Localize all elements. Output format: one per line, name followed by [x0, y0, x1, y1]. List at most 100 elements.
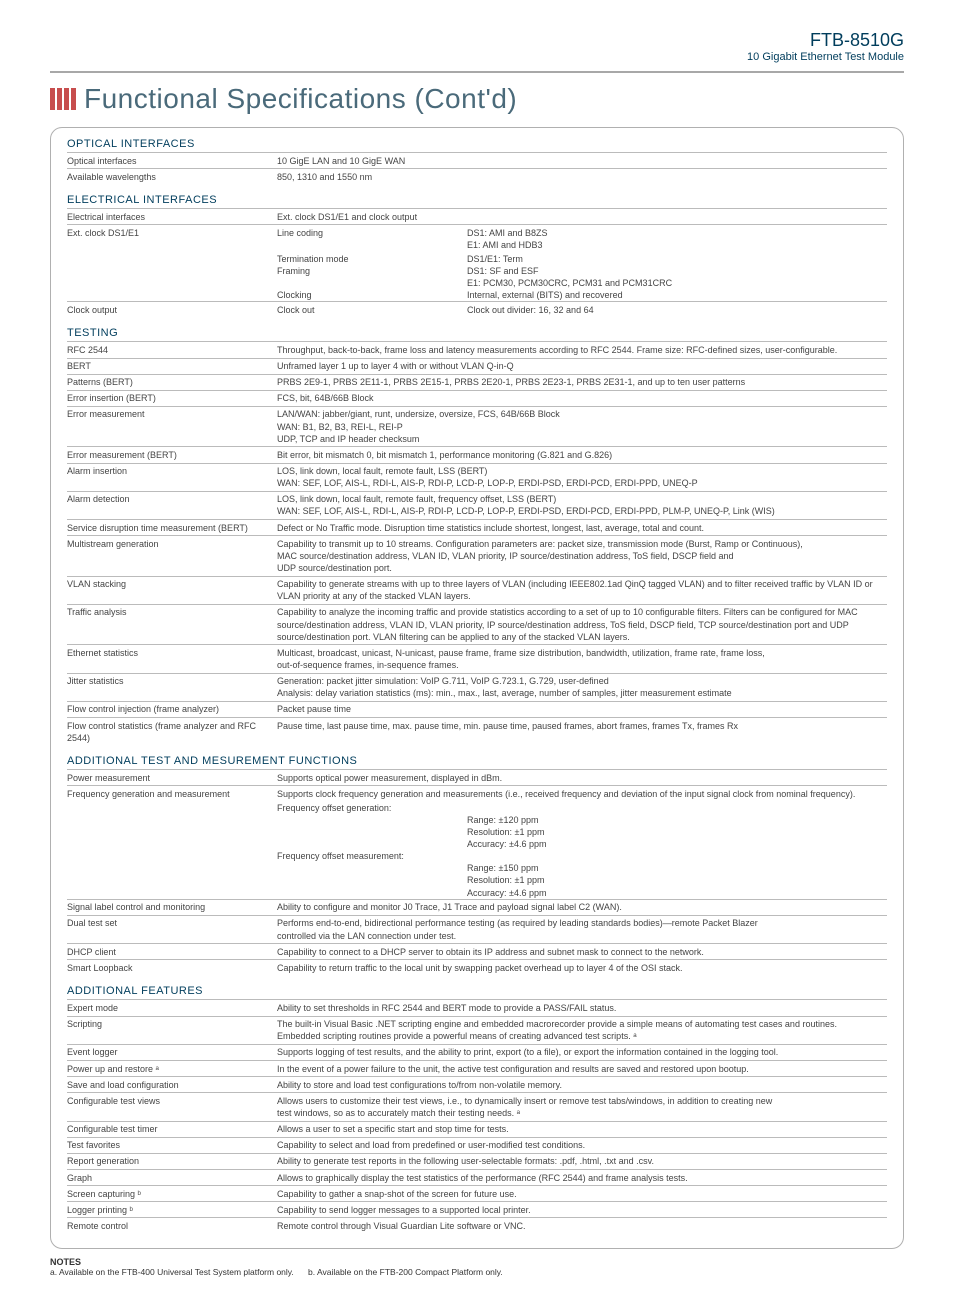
row-value: Internal, external (BITS) and recovered: [467, 289, 887, 301]
product-code: FTB-8510G: [50, 30, 904, 51]
row-value: Allows users to customize their test vie…: [277, 1095, 887, 1119]
row-value: 10 GigE LAN and 10 GigE WAN: [277, 155, 887, 167]
row-label: Remote control: [67, 1220, 277, 1232]
row-value: Defect or No Traffic mode. Disruption ti…: [277, 522, 887, 534]
row-label: [67, 289, 277, 301]
row-value: Capability to gather a snap-shot of the …: [277, 1188, 887, 1200]
row-label: Signal label control and monitoring: [67, 901, 277, 913]
row-label: RFC 2544: [67, 344, 277, 356]
row-sublabel: Line coding: [277, 227, 467, 251]
row-value: Ability to set thresholds in RFC 2544 an…: [277, 1002, 887, 1014]
row-value: In the event of a power failure to the u…: [277, 1063, 887, 1075]
indent-value: Range: ±150 ppm: [67, 862, 887, 874]
row-value: PRBS 2E9-1, PRBS 2E11-1, PRBS 2E15-1, PR…: [277, 376, 887, 388]
section-heading: ADDITIONAL TEST AND MESUREMENT FUNCTIONS: [67, 755, 887, 767]
row-value: Generation: packet jitter simulation: Vo…: [277, 675, 887, 699]
row-label: Graph: [67, 1172, 277, 1184]
row-value: Remote control through Visual Guardian L…: [277, 1220, 887, 1232]
row-value: Supports optical power measurement, disp…: [277, 772, 887, 784]
row-label: [67, 253, 277, 265]
row-value: Ability to generate test reports in the …: [277, 1155, 887, 1167]
indent-value: Range: ±120 ppm: [67, 814, 887, 826]
row-label: [67, 265, 277, 289]
row-sublabel: Clock out: [277, 304, 467, 316]
row-label: Screen capturing ᵇ: [67, 1188, 277, 1200]
row-label: Alarm insertion: [67, 465, 277, 489]
spec-container: OPTICAL INTERFACESOptical interfaces10 G…: [50, 127, 904, 1249]
row-sublabel: Frequency offset generation:: [277, 802, 467, 814]
row-label: Ext. clock DS1/E1: [67, 227, 277, 251]
row-value: Ext. clock DS1/E1 and clock output: [277, 211, 887, 223]
section-heading: ELECTRICAL INTERFACES: [67, 194, 887, 206]
indent-value: Resolution: ±1 ppm: [67, 826, 887, 838]
row-label: VLAN stacking: [67, 578, 277, 602]
row-value: DS1/E1: Term: [467, 253, 887, 265]
row-value: Capability to analyze the incoming traff…: [277, 606, 887, 642]
section-heading: TESTING: [67, 327, 887, 339]
row-label: Report generation: [67, 1155, 277, 1167]
row-value: Supports logging of test results, and th…: [277, 1046, 887, 1058]
row-label: Multistream generation: [67, 538, 277, 574]
notes-title: NOTES: [50, 1257, 904, 1267]
row-value: LOS, link down, local fault, remote faul…: [277, 493, 887, 517]
row-value: Ability to store and load test configura…: [277, 1079, 887, 1091]
row-value: Allows a user to set a specific start an…: [277, 1123, 887, 1135]
indent-value: Resolution: ±1 ppm: [67, 874, 887, 886]
row-value: FCS, bit, 64B/66B Block: [277, 392, 887, 404]
row-label: Test favorites: [67, 1139, 277, 1151]
row-value: The built-in Visual Basic .NET scripting…: [277, 1018, 887, 1042]
row-label: Dual test set: [67, 917, 277, 941]
row-value: Clock out divider: 16, 32 and 64: [467, 304, 887, 316]
row-value: Capability to return traffic to the loca…: [277, 962, 887, 974]
row-label: Power measurement: [67, 772, 277, 784]
row-sublabel: Framing: [277, 265, 467, 289]
note-a: a. Available on the FTB-400 Universal Te…: [50, 1267, 294, 1277]
row-sublabel: Termination mode: [277, 253, 467, 265]
row-value: Multicast, broadcast, unicast, N-unicast…: [277, 647, 887, 671]
row-label: Error measurement (BERT): [67, 449, 277, 461]
indent-value: Accuracy: ±4.6 ppm: [67, 887, 887, 899]
row-label: DHCP client: [67, 946, 277, 958]
row-value: Throughput, back-to-back, frame loss and…: [277, 344, 887, 356]
row-value: Capability to generate streams with up t…: [277, 578, 887, 602]
section-heading: ADDITIONAL FEATURES: [67, 985, 887, 997]
row-label: Power up and restore ᵃ: [67, 1063, 277, 1075]
row-value: Pause time, last pause time, max. pause …: [277, 720, 887, 744]
row-label: Configurable test timer: [67, 1123, 277, 1135]
row-value: DS1: SF and ESFE1: PCM30, PCM30CRC, PCM3…: [467, 265, 887, 289]
indent-value: Accuracy: ±4.6 ppm: [67, 838, 887, 850]
row-label: Error measurement: [67, 408, 277, 444]
row-value: Capability to send logger messages to a …: [277, 1204, 887, 1216]
row-label: Electrical interfaces: [67, 211, 277, 223]
row-sublabel: Clocking: [277, 289, 467, 301]
row-label: Frequency generation and measurement: [67, 788, 277, 800]
product-name: 10 Gigabit Ethernet Test Module: [50, 51, 904, 63]
row-label: Scripting: [67, 1018, 277, 1042]
row-label: Flow control statistics (frame analyzer …: [67, 720, 277, 744]
row-label: Configurable test views: [67, 1095, 277, 1119]
row-label: BERT: [67, 360, 277, 372]
row-label: Traffic analysis: [67, 606, 277, 642]
row-value: DS1: AMI and B8ZSE1: AMI and HDB3: [467, 227, 887, 251]
row-value: Capability to connect to a DHCP server t…: [277, 946, 887, 958]
row-label: Available wavelengths: [67, 171, 277, 183]
row-label: Service disruption time measurement (BER…: [67, 522, 277, 534]
note-b: b. Available on the FTB-200 Compact Plat…: [308, 1267, 503, 1277]
notes-section: NOTES a. Available on the FTB-400 Univer…: [50, 1257, 904, 1277]
row-value: Supports clock frequency generation and …: [277, 788, 887, 800]
row-label: Save and load configuration: [67, 1079, 277, 1091]
row-label: Expert mode: [67, 1002, 277, 1014]
row-value: Packet pause time: [277, 703, 887, 715]
row-value: 850, 1310 and 1550 nm: [277, 171, 887, 183]
row-value: LOS, link down, local fault, remote faul…: [277, 465, 887, 489]
row-label: Event logger: [67, 1046, 277, 1058]
row-label: Flow control injection (frame analyzer): [67, 703, 277, 715]
section-heading: OPTICAL INTERFACES: [67, 138, 887, 150]
row-value: Allows to graphically display the test s…: [277, 1172, 887, 1184]
row-label: Error insertion (BERT): [67, 392, 277, 404]
title-bars-icon: [50, 88, 76, 110]
row-value: Capability to transmit up to 10 streams.…: [277, 538, 887, 574]
row-value: Performs end-to-end, bidirectional perfo…: [277, 917, 887, 941]
row-label: Jitter statistics: [67, 675, 277, 699]
row-value: Capability to select and load from prede…: [277, 1139, 887, 1151]
